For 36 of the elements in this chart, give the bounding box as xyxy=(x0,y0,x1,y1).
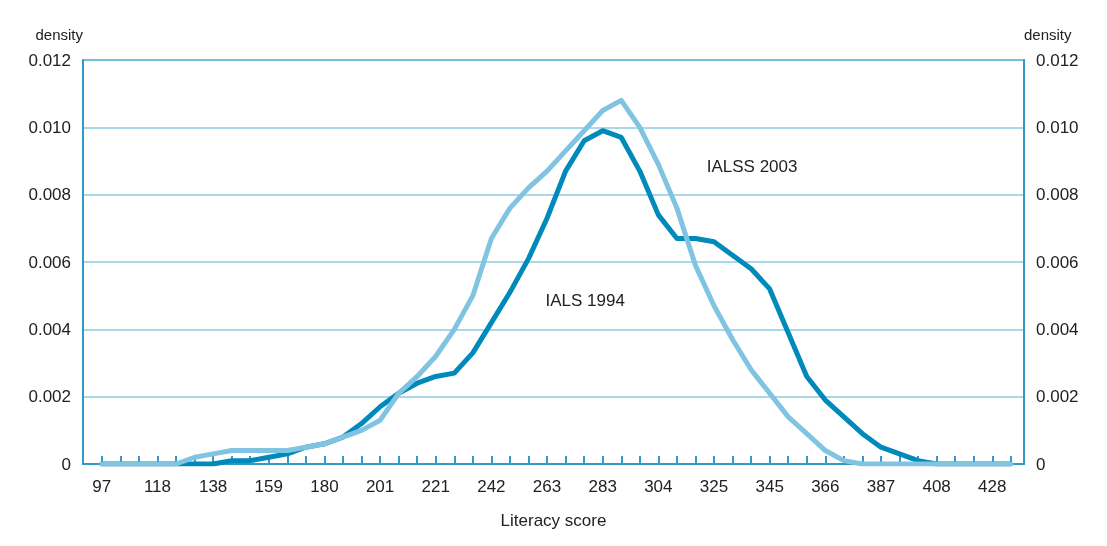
x-tick-label: 242 xyxy=(477,477,506,496)
y-tick-label: 0.008 xyxy=(28,185,71,205)
x-axis-title: Literacy score xyxy=(500,511,607,530)
text: IALSS 2003 xyxy=(706,156,798,176)
y-axis-title: density xyxy=(35,26,84,43)
y2-tick-label: 0.004 xyxy=(1036,319,1079,339)
y2-tick-label: 0.006 xyxy=(1036,252,1079,272)
y-tick-label: 0.012 xyxy=(28,50,71,70)
x-tick-label: 345 xyxy=(755,477,784,496)
y2-tick-label: 0.012 xyxy=(1036,50,1079,70)
x-tick-label: 159 xyxy=(254,477,283,496)
x-tick-label: 221 xyxy=(421,477,450,496)
x-tick-label: 283 xyxy=(588,477,617,496)
y-tick-label: 0.002 xyxy=(28,387,71,407)
y2-tick-label: 0 xyxy=(1036,454,1046,474)
y2-axis-title: density xyxy=(1024,26,1073,43)
y2-tick-label: 0.002 xyxy=(1036,387,1079,407)
y2-tick-label: 0.010 xyxy=(1036,117,1079,137)
x-tick-label: 366 xyxy=(811,477,840,496)
x-tick-label: 138 xyxy=(198,477,228,496)
x-tick-label: 118 xyxy=(143,477,172,496)
x-tick-label: 201 xyxy=(365,477,395,496)
y-tick-label: 0.010 xyxy=(28,117,71,137)
x-tick-label: 304 xyxy=(644,477,673,496)
x-tick-label: 263 xyxy=(532,477,562,496)
y2-tick-label: 0.008 xyxy=(1036,185,1079,205)
x-tick-label: 180 xyxy=(310,477,339,496)
y-tick-label: 0 xyxy=(61,454,71,474)
y-tick-label: 0.004 xyxy=(28,319,71,339)
x-tick-label: 408 xyxy=(922,477,951,496)
x-tick-label: 325 xyxy=(699,477,729,496)
x-tick-label: 428 xyxy=(978,477,1007,496)
x-tick-label: 97 xyxy=(92,477,112,496)
series-label: IALS 1994 xyxy=(545,291,625,311)
x-tick-label: 387 xyxy=(866,477,896,496)
y-tick-label: 0.006 xyxy=(28,252,71,272)
